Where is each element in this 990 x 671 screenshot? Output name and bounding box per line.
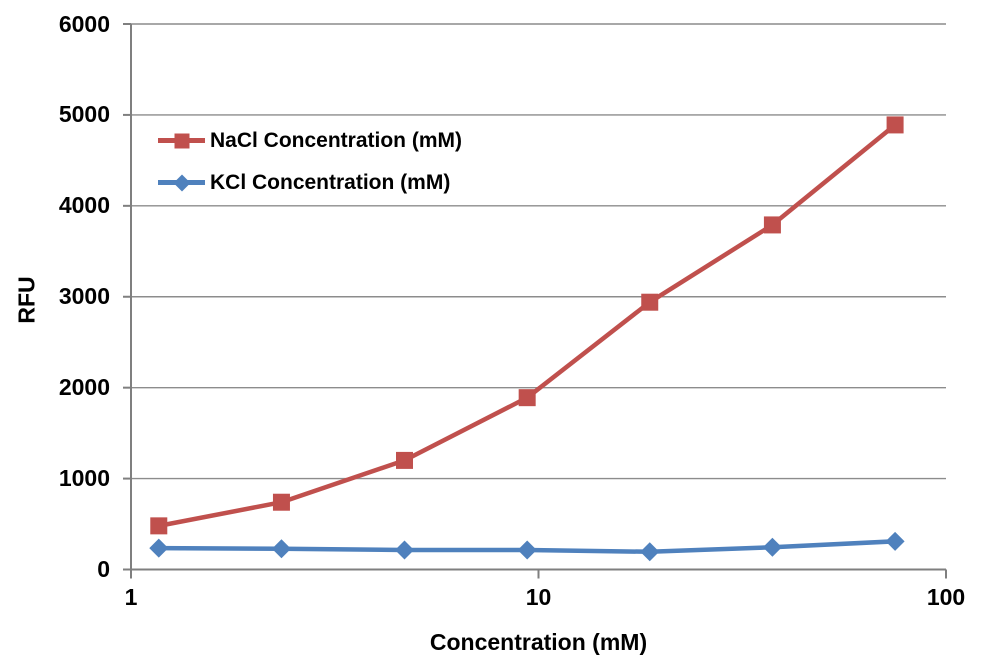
legend-item: NaCl Concentration (mM) <box>158 127 462 154</box>
data-point-marker <box>640 542 660 562</box>
data-point-marker <box>885 531 905 551</box>
legend-label: NaCl Concentration (mM) <box>210 128 462 152</box>
y-tick-label: 3000 <box>58 283 110 310</box>
data-point-marker <box>395 540 415 560</box>
y-tick-label: 5000 <box>58 101 110 128</box>
data-point-marker <box>641 293 659 311</box>
x-tick-label: 1 <box>124 584 138 610</box>
y-axis-title: RFU <box>13 276 40 324</box>
data-point-marker <box>762 537 782 557</box>
data-point-marker <box>517 540 537 560</box>
legend-line <box>158 133 205 148</box>
diamond-marker-icon <box>173 174 190 191</box>
data-point-marker <box>396 451 414 469</box>
y-tick-label: 1000 <box>58 465 110 492</box>
y-tick-label: 0 <box>97 556 110 582</box>
data-point-marker <box>763 216 781 234</box>
data-point-marker <box>271 539 291 559</box>
y-tick-label: 6000 <box>58 10 110 37</box>
data-point-marker <box>518 389 536 407</box>
data-point-marker <box>886 116 904 134</box>
y-tick-label: 4000 <box>58 192 110 219</box>
legend-line <box>158 174 205 191</box>
square-marker-icon <box>174 133 189 148</box>
y-tick-label: 2000 <box>58 374 110 401</box>
legend-label: KCl Concentration (mM) <box>210 170 451 194</box>
legend: NaCl Concentration (mM) KCl Concentration… <box>158 127 462 196</box>
data-point-marker <box>149 538 169 558</box>
x-tick-label: 100 <box>926 584 966 610</box>
data-point-marker <box>150 517 168 535</box>
x-axis-title: Concentration (mM) <box>429 629 648 655</box>
legend-item: KCl Concentration (mM) <box>158 169 462 196</box>
x-tick-label: 10 <box>525 584 552 610</box>
data-point-marker <box>272 493 290 511</box>
